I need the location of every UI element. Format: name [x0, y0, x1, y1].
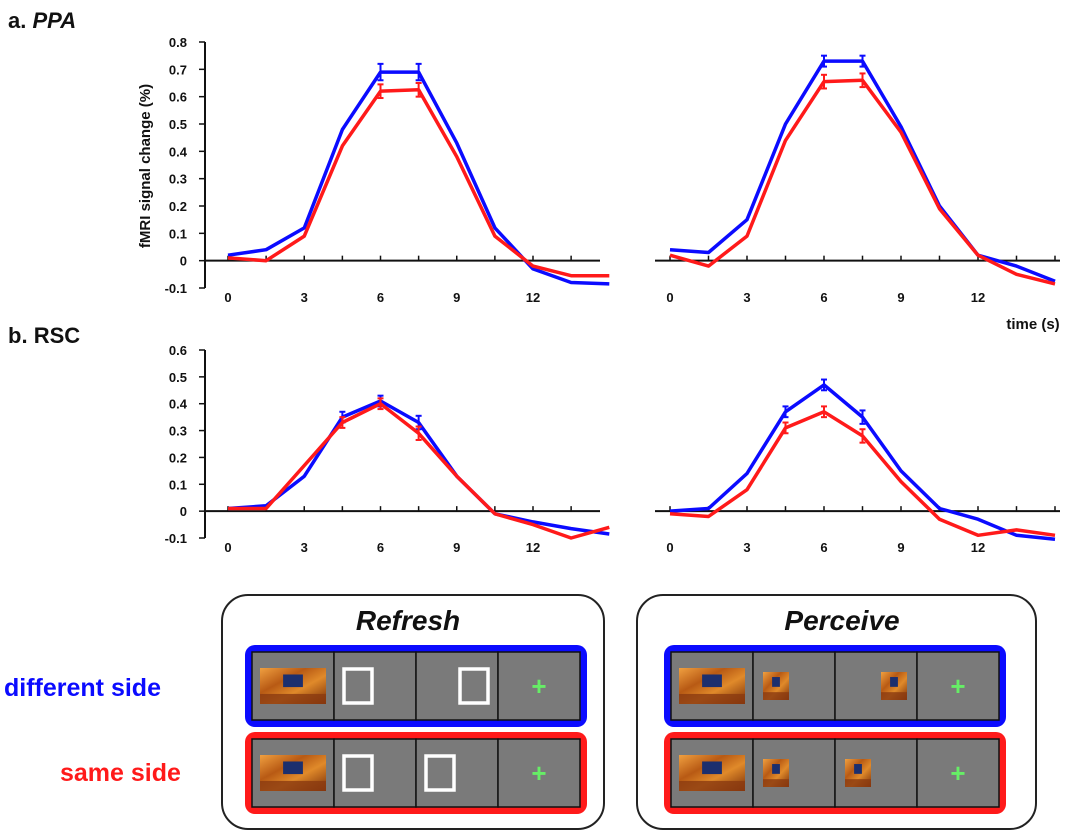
placeholder-box [342, 667, 374, 705]
series-line-same-side [669, 78, 1056, 286]
x-tick-label: 3 [301, 290, 308, 305]
scene-floor [679, 780, 745, 791]
y-tick-label: 0.2 [169, 199, 187, 214]
chart-ppa-perceive: 0 3 6 9 12 [655, 54, 1060, 305]
x-tick-label: 0 [224, 290, 231, 305]
x-tick-label: 12 [971, 290, 985, 305]
y-tick-label: 0 [180, 504, 187, 519]
fixation-cross: + [950, 758, 965, 788]
y-tick-label: 0.1 [169, 226, 187, 241]
scene-floor [679, 693, 745, 704]
scene-floor [260, 780, 326, 791]
trial-frame [333, 738, 417, 808]
panel-b-label: b. RSC [8, 323, 80, 348]
panel-a-region: PPA [32, 8, 76, 33]
chart-ppa-refresh: -0.1 0 0.1 0.2 0.3 0.4 0.5 0.6 0.7 0.8 0 3 6 9 12 [165, 35, 610, 305]
y-tick-label: 0.3 [169, 424, 187, 439]
x-tick-label: 6 [820, 290, 827, 305]
x-tick-label: 6 [820, 540, 827, 555]
scene-window [890, 677, 898, 687]
scene-floor [763, 692, 789, 700]
trial-frame [497, 651, 581, 721]
y-axis-title: fMRI signal change (%) [137, 84, 154, 248]
y-tick-label: 0.6 [169, 343, 187, 358]
scene-floor [881, 692, 907, 700]
fixation-cross: + [531, 671, 546, 701]
legend-different-side: different side [4, 674, 161, 702]
perceive-title: Perceive [784, 605, 899, 636]
y-tick-label: 0.5 [169, 117, 187, 132]
scene-window [702, 674, 722, 688]
x-tick-label: 9 [897, 540, 904, 555]
series-line-different-side [669, 383, 1056, 542]
scene-window [283, 761, 303, 775]
y-tick-label: 0.2 [169, 450, 187, 465]
scene-window [772, 677, 780, 687]
x-tick-label: 0 [666, 540, 673, 555]
scene-window [772, 764, 780, 774]
placeholder-box [342, 754, 374, 792]
placeholder-box [458, 667, 490, 705]
chart-rsc-refresh: -0.1 0 0.1 0.2 0.3 0.4 0.5 0.6 0 3 6 9 12 [165, 343, 610, 555]
panel-b-region: RSC [34, 323, 81, 348]
series-line-different-side [669, 59, 1056, 283]
trial-frame [497, 738, 581, 808]
series-line-different-side [227, 70, 610, 286]
fixation-cross: + [950, 671, 965, 701]
trial-frame [916, 651, 1000, 721]
y-tick-label: 0 [180, 254, 187, 269]
fixation-cross: + [531, 758, 546, 788]
x-tick-label: 3 [743, 540, 750, 555]
panel-a-letter: a. [8, 8, 26, 33]
scene-window [283, 674, 303, 688]
x-tick-label: 9 [453, 290, 460, 305]
y-tick-label: -0.1 [165, 281, 187, 296]
scene-window [702, 761, 722, 775]
x-tick-label: 9 [897, 290, 904, 305]
refresh-title: Refresh [356, 605, 460, 636]
y-tick-label: -0.1 [165, 531, 187, 546]
trial-frame [916, 738, 1000, 808]
y-tick-label: 0.8 [169, 35, 187, 50]
panel-a-label: a. PPA [8, 8, 76, 33]
chart-rsc-perceive: 0 3 6 9 12 [655, 378, 1060, 555]
y-tick-label: 0.6 [169, 90, 187, 105]
x-tick-label: 3 [743, 290, 750, 305]
x-tick-label: 0 [666, 290, 673, 305]
x-tick-label: 0 [224, 540, 231, 555]
y-tick-label: 0.4 [169, 397, 188, 412]
placeholder-box [424, 754, 456, 792]
trial-frame [415, 738, 499, 808]
scene-floor [260, 693, 326, 704]
scene-floor [845, 779, 871, 787]
y-tick-label: 0.7 [169, 62, 187, 77]
series-line-same-side [227, 88, 610, 278]
y-tick-label: 0.5 [169, 370, 187, 385]
x-axis-title: time (s) [1006, 316, 1059, 333]
x-tick-label: 12 [971, 540, 985, 555]
y-tick-label: 0.3 [169, 172, 187, 187]
y-tick-label: 0.4 [169, 144, 188, 159]
x-tick-label: 12 [526, 540, 540, 555]
trial-frame [415, 651, 499, 721]
y-tick-label: 0.1 [169, 477, 187, 492]
x-tick-label: 9 [453, 540, 460, 555]
x-tick-label: 6 [377, 540, 384, 555]
trial-frame [333, 651, 417, 721]
x-tick-label: 12 [526, 290, 540, 305]
scene-window [854, 764, 862, 774]
x-tick-label: 3 [301, 540, 308, 555]
x-tick-label: 6 [377, 290, 384, 305]
trial-schematic: + + + + [245, 645, 1006, 814]
legend-same-side: same side [60, 759, 181, 787]
scene-floor [763, 779, 789, 787]
panel-b-letter: b. [8, 323, 28, 348]
